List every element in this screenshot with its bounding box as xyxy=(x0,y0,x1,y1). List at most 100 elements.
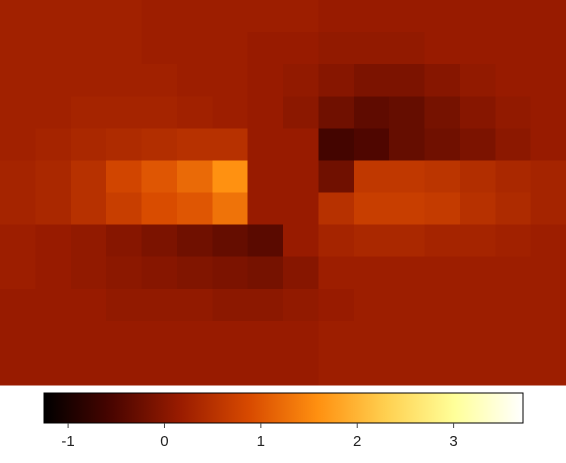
heatmap-cell xyxy=(459,224,496,258)
heatmap-cell xyxy=(424,288,461,322)
heatmap-cell xyxy=(106,192,142,226)
heatmap-cell xyxy=(247,128,284,161)
heatmap-cell xyxy=(530,256,566,290)
heatmap-cell xyxy=(0,96,36,129)
heatmap-cell xyxy=(530,224,566,258)
heatmap-cell xyxy=(106,256,142,290)
heatmap-cell xyxy=(318,320,355,354)
heatmap-cell xyxy=(459,288,496,322)
heatmap-cell xyxy=(0,288,36,322)
heatmap-cell xyxy=(353,224,390,258)
heatmap-cell xyxy=(106,160,142,193)
heatmap-cell xyxy=(106,64,142,97)
heatmap-cell xyxy=(495,32,532,65)
heatmap-cell xyxy=(247,192,284,226)
heatmap-cell xyxy=(353,352,390,386)
heatmap-cell xyxy=(353,96,390,129)
heatmap-cell xyxy=(530,160,566,193)
heatmap-cell xyxy=(283,32,319,65)
heatmap-cell xyxy=(530,352,566,386)
heatmap-cell xyxy=(318,192,355,226)
heatmap-cell xyxy=(424,224,461,258)
heatmap-cell xyxy=(459,32,496,65)
heatmap-cell xyxy=(495,224,532,258)
heatmap-cell xyxy=(389,256,425,290)
heatmap-cell xyxy=(424,96,461,129)
heatmap-cell xyxy=(247,288,284,322)
heatmap-cell xyxy=(70,224,107,258)
heatmap-cell xyxy=(212,352,249,386)
heatmap-cell xyxy=(35,128,72,161)
heatmap-cell xyxy=(35,32,72,65)
heatmap-cell xyxy=(212,32,249,65)
heatmap-cell xyxy=(176,224,213,258)
heatmap-cell xyxy=(70,256,107,290)
heatmap-cell xyxy=(35,320,72,354)
heatmap-cell xyxy=(318,0,355,33)
heatmap-cell xyxy=(0,160,36,193)
heatmap-cell xyxy=(495,192,532,226)
heatmap-cell xyxy=(141,288,178,322)
heatmap-cell xyxy=(530,64,566,97)
heatmap-cell xyxy=(353,160,390,193)
heatmap-cell xyxy=(495,320,532,354)
heatmap-cell xyxy=(176,128,213,161)
heatmap-cell xyxy=(247,320,284,354)
heatmap-cell xyxy=(318,160,355,193)
heatmap-cell xyxy=(318,96,355,129)
heatmap-cell xyxy=(212,128,249,161)
heatmap-cell xyxy=(389,96,425,129)
heatmap-cell xyxy=(70,352,107,386)
heatmap-cell xyxy=(283,64,319,97)
heatmap-cell xyxy=(106,352,142,386)
heatmap-cell xyxy=(247,256,284,290)
heatmap-cell xyxy=(106,32,142,65)
heatmap-cell xyxy=(283,96,319,129)
heatmap-cell xyxy=(353,256,390,290)
heatmap-cell xyxy=(70,128,107,161)
heatmap-cell xyxy=(70,96,107,129)
heatmap-cell xyxy=(530,0,566,33)
heatmap-cell xyxy=(353,288,390,322)
heatmap-cell xyxy=(141,224,178,258)
heatmap-cell xyxy=(176,32,213,65)
heatmap-cell xyxy=(70,32,107,65)
heatmap-cell xyxy=(35,96,72,129)
heatmap-cell xyxy=(283,256,319,290)
heatmap-cell xyxy=(141,96,178,129)
heatmap-cell xyxy=(141,0,178,33)
heatmap-cell xyxy=(141,128,178,161)
heatmap-cell xyxy=(353,32,390,65)
heatmap-cell xyxy=(318,128,355,161)
heatmap-cell xyxy=(176,320,213,354)
heatmap-cell xyxy=(459,64,496,97)
heatmap-cell xyxy=(141,64,178,97)
heatmap-cell xyxy=(389,0,425,33)
colorbar-tick-label: 0 xyxy=(160,433,168,450)
heatmap-cell xyxy=(389,320,425,354)
heatmap-cell xyxy=(176,0,213,33)
heatmap-cell xyxy=(0,32,36,65)
heatmap-cell xyxy=(495,96,532,129)
heatmap-cell xyxy=(424,160,461,193)
heatmap-cell xyxy=(459,160,496,193)
heatmap-cell xyxy=(530,32,566,65)
heatmap-cell xyxy=(389,160,425,193)
heatmap-cell xyxy=(247,0,284,33)
heatmap-cell xyxy=(318,352,355,386)
heatmap-cell xyxy=(212,320,249,354)
heatmap-cell xyxy=(247,64,284,97)
heatmap-cell xyxy=(35,0,72,33)
heatmap-cell xyxy=(176,192,213,226)
heatmap-cell xyxy=(35,256,72,290)
heatmap-cell xyxy=(70,320,107,354)
heatmap-cell xyxy=(424,64,461,97)
heatmap-cell xyxy=(106,288,142,322)
heatmap-cell xyxy=(212,224,249,258)
heatmap-cell xyxy=(424,32,461,65)
heatmap-cell xyxy=(141,160,178,193)
heatmap-cell xyxy=(495,64,532,97)
heatmap-cell xyxy=(141,32,178,65)
heatmap-cell xyxy=(0,320,36,354)
